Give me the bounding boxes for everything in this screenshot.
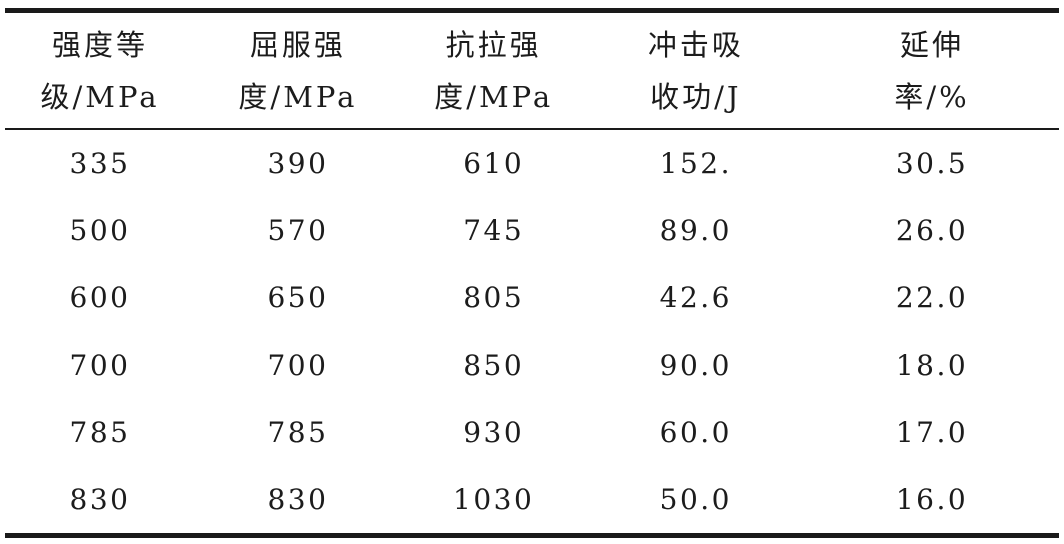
table-cell-tensile-strength: 745 — [463, 214, 525, 248]
table-cell-strength-grade: 335 — [69, 147, 131, 181]
table-row: 500 570 745 89.0 26.0 — [0, 197, 1064, 264]
table-header-row: 强度等 级/MPa 屈服强 度/MPa 抗拉强 度/MPa 冲击吸 收功/J 延伸 率/% — [0, 13, 1064, 128]
table-cell-elongation: 16.0 — [895, 482, 969, 516]
table-row: 700 700 850 90.0 18.0 — [0, 332, 1064, 399]
table-cell-yield-strength: 785 — [267, 415, 329, 449]
table-cell-impact-absorption: 90.0 — [659, 348, 732, 382]
table-cell-tensile-strength: 805 — [463, 281, 525, 315]
table-cell-strength-grade: 600 — [69, 281, 131, 315]
table-cell-yield-strength: 570 — [267, 214, 329, 248]
table-cell-yield-strength: 650 — [267, 281, 329, 315]
column-header-line2: 级/MPa — [40, 79, 160, 114]
table-cell-impact-absorption: 152. — [659, 147, 732, 181]
table-top-rule — [5, 8, 1059, 13]
table-row: 785 785 930 60.0 17.0 — [0, 399, 1064, 466]
table-cell-tensile-strength: 850 — [463, 348, 525, 382]
table-bottom-rule — [5, 533, 1059, 538]
table-cell-impact-absorption: 42.6 — [659, 281, 732, 315]
table-cell-strength-grade: 700 — [69, 348, 131, 382]
table-cell-elongation: 22.0 — [895, 281, 969, 315]
column-header-tensile-strength: 抗拉强度/MPa — [396, 19, 592, 123]
table-cell-elongation: 18.0 — [895, 348, 969, 382]
table-cell-yield-strength: 830 — [267, 482, 329, 516]
table-cell-tensile-strength: 930 — [463, 415, 525, 449]
column-header-line2: 收功/J — [650, 79, 742, 114]
column-header-line2: 度/MPa — [238, 79, 358, 114]
table-cell-elongation: 17.0 — [895, 415, 969, 449]
table-cell-elongation: 30.5 — [895, 147, 969, 181]
column-header-line1: 抗拉强 — [445, 27, 542, 62]
table-row: 335 390 610 152. 30.5 — [0, 130, 1064, 197]
column-header-line1: 冲击吸 — [647, 27, 744, 62]
table-cell-tensile-strength: 610 — [463, 147, 525, 181]
column-header-line2: 率/% — [894, 79, 970, 114]
table-cell-strength-grade: 830 — [69, 482, 131, 516]
table-cell-strength-grade: 500 — [69, 214, 131, 248]
table-cell-tensile-strength: 1030 — [453, 482, 535, 516]
column-header-yield-strength: 屈服强度/MPa — [200, 19, 396, 123]
column-header-elongation: 延伸率/% — [800, 19, 1064, 123]
table-cell-strength-grade: 785 — [69, 415, 131, 449]
table-cell-yield-strength: 390 — [267, 147, 329, 181]
table-header-divider-rule — [5, 128, 1059, 130]
table-body: 335 390 610 152. 30.5 500 570 745 89.0 26.0 600 650… — [0, 130, 1064, 533]
table-row: 600 650 805 42.6 22.0 — [0, 264, 1064, 331]
column-header-line1: 强度等 — [52, 27, 149, 62]
column-header-line1: 屈服强 — [249, 27, 346, 62]
column-header-line2: 度/MPa — [434, 79, 554, 114]
table-cell-elongation: 26.0 — [895, 214, 969, 248]
table-cell-impact-absorption: 50.0 — [659, 482, 732, 516]
table-cell-yield-strength: 700 — [267, 348, 329, 382]
column-header-impact-absorption: 冲击吸收功/J — [592, 19, 801, 123]
table-row: 830 830 1030 50.0 16.0 — [0, 466, 1064, 533]
column-header-strength-grade: 强度等级/MPa — [0, 19, 200, 123]
table-cell-impact-absorption: 89.0 — [659, 214, 732, 248]
table-cell-impact-absorption: 60.0 — [659, 415, 732, 449]
column-header-line1: 延伸 — [900, 27, 965, 62]
